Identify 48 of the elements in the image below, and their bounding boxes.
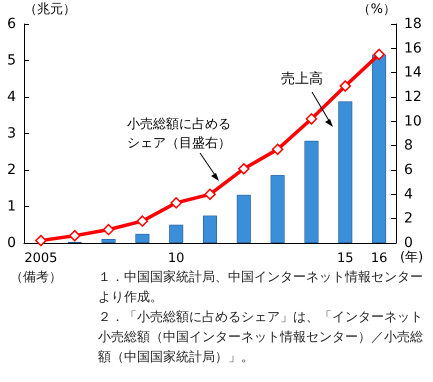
y-tick-label: 3	[7, 126, 16, 142]
x-tick-label: 10	[168, 251, 184, 266]
y2-tick-label: 4	[404, 186, 413, 202]
text: （備考）１．中国国家統計局、中国インターネット情報センターより作成。	[10, 270, 423, 305]
y2-tick-label: 8	[404, 138, 413, 154]
y-tick-label: 5	[7, 52, 16, 68]
bar	[236, 194, 251, 243]
y2-tick-label: 14	[404, 64, 422, 81]
y-tick-label: 2	[7, 162, 16, 178]
series-label: 売上高	[281, 70, 323, 86]
point	[35, 234, 47, 246]
point	[204, 188, 216, 200]
y-axis-title: （兆元）	[24, 2, 76, 17]
point	[340, 80, 352, 92]
point	[238, 163, 250, 175]
point	[170, 197, 182, 209]
y2-tick-label: 18	[404, 16, 422, 32]
x-tick-label: 15	[337, 251, 354, 266]
x-axis-title: (年)	[400, 250, 424, 265]
point	[136, 215, 148, 227]
point	[272, 144, 284, 156]
y2-tick-label: 2	[404, 210, 413, 227]
y2-tick-label: 10	[404, 113, 422, 130]
bar	[338, 101, 352, 243]
bar	[135, 234, 150, 243]
y-tick-label: 1	[7, 198, 16, 214]
bar	[169, 224, 184, 243]
y2-axis-title: （%）	[358, 2, 396, 17]
point	[373, 48, 385, 60]
bar	[270, 175, 285, 243]
y2-tick-label: 16	[404, 40, 422, 56]
bar	[372, 54, 386, 243]
y-tick-label: 6	[7, 16, 16, 32]
bar	[203, 216, 217, 243]
y2-tick-label: 6	[404, 162, 413, 178]
bar	[304, 140, 318, 243]
point	[68, 230, 80, 242]
point	[306, 113, 318, 125]
y-tick-label: 0	[7, 235, 16, 251]
x-tick-label: 2005	[24, 251, 58, 266]
series-label: 小売総額に占めるシェア（目盛右）	[127, 116, 231, 150]
y2-tick-label: 12	[404, 89, 422, 105]
bar	[102, 238, 116, 243]
y-tick-label: 4	[7, 89, 16, 105]
x-tick-label: 16	[370, 251, 388, 266]
y2-tick-label: 0	[404, 235, 413, 251]
text: ２．「小売総額に占めるシェア」は、「インターネット小売総額（中国インターネット情報センター）／小売総額（中国国家統計局）」。	[97, 309, 424, 367]
point	[102, 224, 114, 236]
